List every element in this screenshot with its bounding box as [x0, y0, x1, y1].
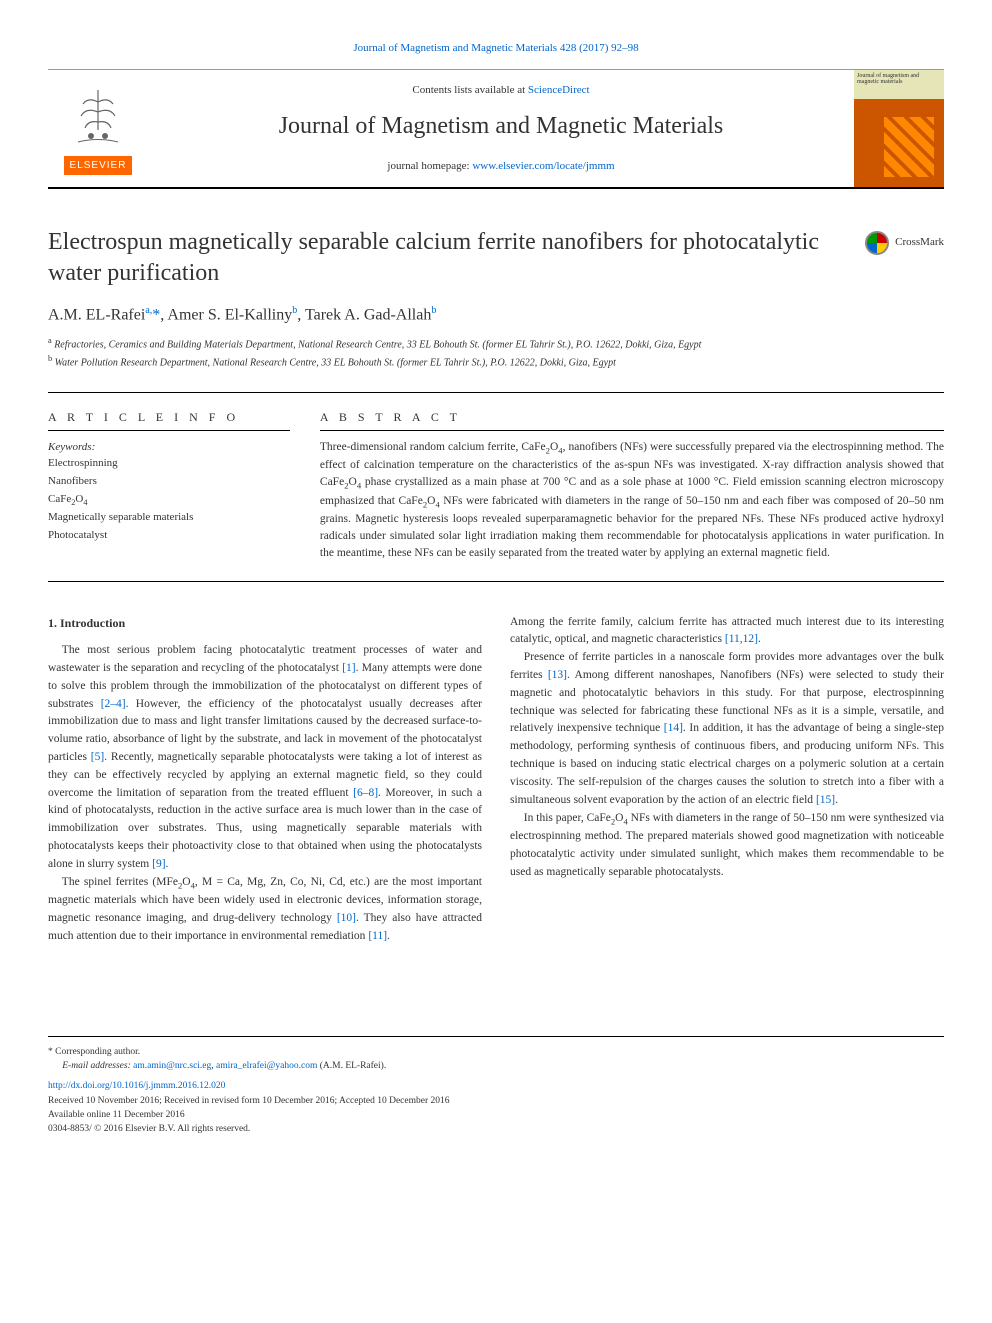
ref-link[interactable]: [11,12] [725, 633, 758, 645]
intro-p2: The spinel ferrites (MFe2O4, M = Ca, Mg,… [48, 874, 482, 946]
ref-link[interactable]: [10] [337, 912, 356, 924]
keyword: Nanofibers [48, 473, 290, 491]
doi-line: http://dx.doi.org/10.1016/j.jmmm.2016.12… [48, 1079, 944, 1093]
copyright-line: 0304-8853/ © 2016 Elsevier B.V. All righ… [48, 1122, 944, 1136]
journal-homepage: journal homepage: www.elsevier.com/locat… [158, 158, 844, 175]
keywords-list: Electrospinning Nanofibers CaFe2O4 Magne… [48, 455, 290, 544]
footer: * Corresponding author. E-mail addresses… [48, 1036, 944, 1137]
journal-name: Journal of Magnetism and Magnetic Materi… [158, 108, 844, 144]
contents-line: Contents lists available at ScienceDirec… [158, 82, 844, 99]
keyword: Electrospinning [48, 455, 290, 473]
intro-p1: The most serious problem facing photocat… [48, 642, 482, 874]
abstract-label: A B S T R A C T [320, 408, 944, 431]
abstract: A B S T R A C T Three-dimensional random… [320, 407, 944, 563]
article-info: A R T I C L E I N F O Keywords: Electros… [48, 407, 290, 563]
sciencedirect-link[interactable]: ScienceDirect [528, 84, 590, 96]
elsevier-tree-icon [63, 82, 133, 152]
ref-link[interactable]: [9] [152, 858, 165, 870]
top-citation: Journal of Magnetism and Magnetic Materi… [48, 40, 944, 57]
email-link[interactable]: amira_elrafei@yahoo.com [216, 1061, 317, 1071]
elsevier-logo[interactable]: ELSEVIER [48, 70, 148, 187]
corr-link[interactable]: * [152, 306, 160, 323]
intro-p4: Presence of ferrite particles in a nanos… [510, 649, 944, 809]
email-link[interactable]: am.amin@nrc.sci.eg [133, 1061, 211, 1071]
abstract-text: Three-dimensional random calcium ferrite… [320, 439, 944, 563]
ref-link[interactable]: [2–4] [101, 698, 126, 710]
crossmark-badge[interactable]: CrossMark [865, 227, 944, 255]
ref-link[interactable]: [14] [664, 722, 683, 734]
crossmark-label: CrossMark [895, 234, 944, 251]
intro-heading: 1. Introduction [48, 614, 482, 633]
received-line: Received 10 November 2016; Received in r… [48, 1094, 944, 1108]
elsevier-text: ELSEVIER [64, 156, 133, 175]
intro-p5: In this paper, CaFe2O4 NFs with diameter… [510, 810, 944, 882]
column-right: Among the ferrite family, calcium ferrit… [510, 614, 944, 946]
ref-link[interactable]: [5] [91, 751, 104, 763]
ref-link[interactable]: [6–8] [353, 787, 378, 799]
authors: A.M. EL-Rafeia,*, Amer S. El-Kallinyb, T… [48, 303, 944, 327]
ref-link[interactable]: [11] [368, 930, 387, 942]
crossmark-icon [865, 231, 889, 255]
ref-link[interactable]: [15] [816, 794, 835, 806]
column-left: 1. Introduction The most serious problem… [48, 614, 482, 946]
article-title: Electrospun magnetically separable calci… [48, 227, 845, 289]
cover-label: Journal of magnetism and magnetic materi… [854, 70, 944, 89]
affiliations: a Refractories, Ceramics and Building Ma… [48, 335, 944, 370]
keyword: Magnetically separable materials [48, 509, 290, 527]
corresponding-author: * Corresponding author. [48, 1045, 944, 1059]
aff-link-b1[interactable]: b [292, 305, 297, 316]
journal-header: ELSEVIER Contents lists available at Sci… [48, 69, 944, 189]
ref-link[interactable]: [13] [548, 669, 567, 681]
intro-p3: Among the ferrite family, calcium ferrit… [510, 614, 944, 650]
keyword: Photocatalyst [48, 527, 290, 545]
article-info-label: A R T I C L E I N F O [48, 408, 290, 431]
email-line: E-mail addresses: am.amin@nrc.sci.eg, am… [48, 1059, 944, 1073]
body: 1. Introduction The most serious problem… [48, 614, 944, 946]
ref-link[interactable]: [1] [342, 662, 355, 674]
available-line: Available online 11 December 2016 [48, 1108, 944, 1122]
doi-link[interactable]: http://dx.doi.org/10.1016/j.jmmm.2016.12… [48, 1081, 225, 1091]
keywords-label: Keywords: [48, 439, 290, 456]
top-citation-link[interactable]: Journal of Magnetism and Magnetic Materi… [353, 42, 638, 54]
aff-link-b2[interactable]: b [431, 305, 436, 316]
journal-homepage-link[interactable]: www.elsevier.com/locate/jmmm [472, 160, 614, 172]
journal-cover-thumb[interactable]: Journal of magnetism and magnetic materi… [854, 70, 944, 187]
keyword: CaFe2O4 [48, 491, 290, 509]
